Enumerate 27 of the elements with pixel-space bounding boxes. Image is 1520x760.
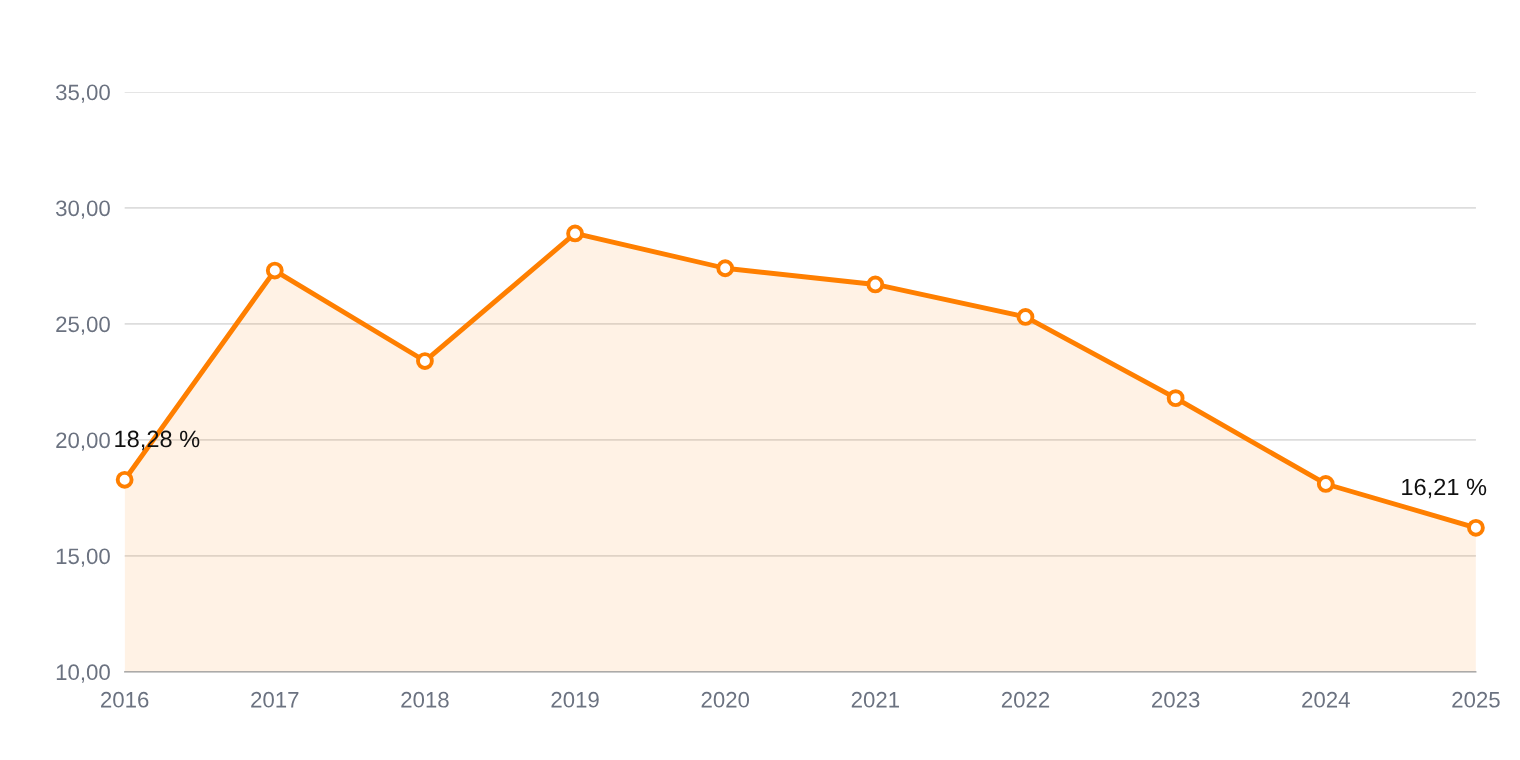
point <box>1166 389 1185 408</box>
x-tick-label: 2024 <box>1302 691 1350 708</box>
y-tick-label: 10,00 <box>56 664 110 683</box>
y-tick-label: 20,00 <box>56 432 110 451</box>
x-tick-label: 2017 <box>251 691 299 708</box>
point <box>716 259 735 278</box>
y-tick-label: 30,00 <box>55 200 110 219</box>
point <box>1467 518 1485 537</box>
y-tick-label: 35,00 <box>55 84 110 103</box>
x-tick-label: 2019 <box>551 691 599 708</box>
x-tick-label: 2016 <box>101 691 149 708</box>
x-tick-label: 2018 <box>401 691 449 708</box>
x-tick-label: 2022 <box>1001 691 1050 708</box>
x-tick-label: 2023 <box>1152 691 1200 708</box>
x-tick-label: 2021 <box>851 691 899 708</box>
point <box>265 261 284 280</box>
point <box>1316 475 1335 493</box>
point <box>866 275 885 294</box>
point <box>416 352 434 370</box>
y-tick-label: 25,00 <box>56 316 110 335</box>
point <box>115 470 134 489</box>
x-tick-label: 2020 <box>701 691 750 708</box>
point <box>566 224 584 243</box>
y-tick-label: 15,00 <box>56 548 110 567</box>
point <box>1016 308 1035 326</box>
x-tick-label: 2025 <box>1452 691 1500 708</box>
data-label: 16,21 % <box>1402 478 1487 499</box>
